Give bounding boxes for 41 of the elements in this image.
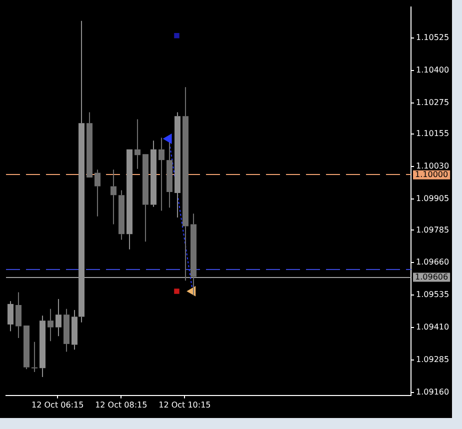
y-tick-label: 1.09785 [416, 225, 450, 234]
point [174, 288, 180, 294]
candlestick [174, 112, 180, 218]
candlestick [56, 298, 62, 337]
candlestick [48, 308, 54, 342]
candlestick [16, 292, 22, 338]
candlestick [72, 309, 78, 350]
candlestick [150, 140, 156, 208]
candlestick [110, 169, 116, 225]
x-tick-label: 12 Oct 08:15 [95, 400, 148, 410]
y-tick-label: 1.10155 [416, 129, 450, 138]
x-tick-label: 12 Oct 10:15 [158, 400, 211, 410]
candlestick [182, 86, 188, 282]
candlestick [158, 137, 164, 212]
y-tick-label: 1.10400 [416, 66, 450, 75]
candlestick [166, 142, 172, 208]
y-tick-label: 1.09285 [416, 355, 450, 364]
candlestick [86, 112, 92, 178]
x-tick-label: 12 Oct 06:15 [32, 400, 84, 410]
candlestick [64, 308, 70, 352]
candlestick [78, 20, 84, 323]
candlestick [142, 154, 148, 242]
ref-line-label: 1.09606 [415, 272, 448, 282]
y-tick-label: 1.10275 [416, 98, 450, 107]
candlestick [126, 149, 132, 250]
candlestick [94, 169, 100, 217]
candlestick [40, 315, 46, 378]
candlestick [8, 300, 14, 332]
candlestick [118, 190, 124, 240]
ref-line-label: 1.10000 [415, 170, 448, 179]
y-tick-label: 1.10525 [416, 33, 450, 42]
candlestick [134, 118, 140, 170]
y-tick-label: 1.09905 [416, 194, 450, 204]
y-tick-label: 1.09660 [416, 258, 450, 267]
y-tick-label: 1.09535 [416, 290, 450, 300]
candlestick [32, 341, 38, 373]
candlestick [190, 213, 196, 296]
y-tick-label: 1.09160 [416, 388, 450, 397]
y-tick-label: 1.09410 [416, 322, 450, 332]
y-tick-label: 1.10030 [416, 162, 450, 171]
point [174, 33, 180, 38]
